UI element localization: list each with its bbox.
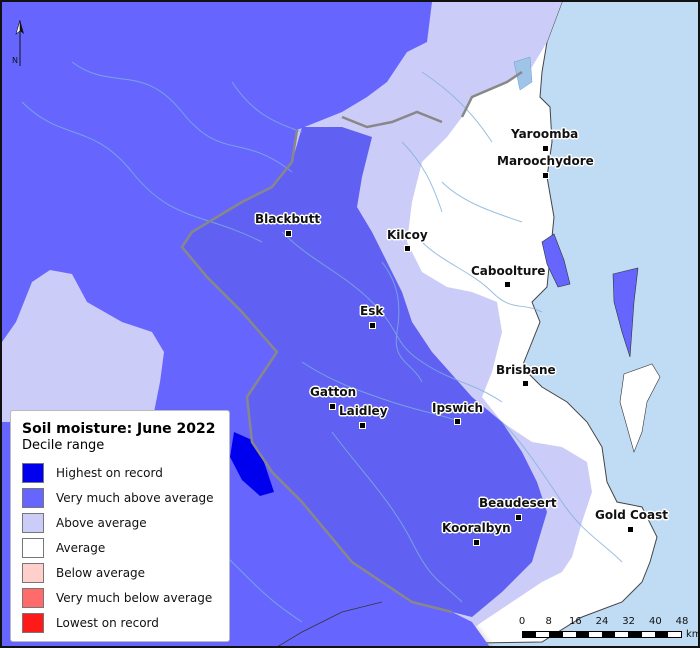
north-label: N: [12, 56, 18, 65]
legend-swatch: [22, 512, 44, 533]
island-very-much-above: [612, 267, 639, 358]
legend-swatch: [22, 487, 44, 508]
town-marker-caboolture: [504, 281, 511, 288]
pumicestone-passage: [541, 233, 571, 288]
legend: Soil moisture: June 2022 Decile range Hi…: [10, 410, 230, 642]
legend-items: Highest on record Very much above average…: [22, 460, 219, 635]
town-label-ipswich: Ipswich: [432, 401, 484, 415]
moreton-island: [619, 363, 661, 453]
town-marker-beaudesert: [515, 514, 522, 521]
scale-tick-label: 0: [518, 616, 526, 627]
town-marker-gold-coast: [627, 526, 634, 533]
town-label-gatton: Gatton: [310, 385, 357, 399]
scale-tick-label: 8: [545, 616, 552, 627]
scale-segment: [615, 632, 629, 637]
town-marker-maroochydore: [542, 172, 549, 179]
scale-segment: [667, 632, 682, 637]
region-above-average-west: [2, 270, 164, 422]
legend-swatch: [22, 537, 44, 558]
legend-item: Highest on record: [22, 460, 219, 485]
town-marker-esk: [369, 322, 376, 329]
legend-item: Very much above average: [22, 485, 219, 510]
scale-tick-label: 32: [622, 616, 636, 627]
scale-segment: [628, 632, 642, 637]
scale-tick-label: 16: [568, 616, 582, 627]
scale-segment: [523, 632, 537, 637]
scale-tick-label: 48: [675, 616, 689, 627]
legend-item: Lowest on record: [22, 610, 219, 635]
town-marker-ipswich: [454, 418, 461, 425]
legend-label: Average: [56, 540, 106, 555]
scale-segment: [575, 632, 589, 637]
legend-item: Above average: [22, 510, 219, 535]
legend-label: Lowest on record: [56, 615, 159, 630]
legend-label: Highest on record: [56, 465, 163, 480]
region-very-much-above-central: [182, 127, 547, 617]
scale-segment: [654, 632, 668, 637]
state-border: [277, 601, 383, 646]
region-highest-on-record: [230, 432, 274, 496]
catchment-boundary: [180, 70, 523, 614]
legend-item: Below average: [22, 560, 219, 585]
town-marker-gatton: [329, 403, 336, 410]
town-label-esk: Esk: [360, 304, 384, 318]
scale-bar-segments: [522, 631, 682, 638]
legend-swatch: [22, 562, 44, 583]
scale-segment: [602, 632, 616, 637]
town-label-blackbutt: Blackbutt: [255, 212, 321, 226]
legend-swatch: [22, 612, 44, 633]
town-marker-blackbutt: [285, 230, 292, 237]
scale-tick-label: 40: [648, 616, 662, 627]
town-label-laidley: Laidley: [339, 404, 388, 418]
town-marker-brisbane: [522, 380, 529, 387]
legend-label: Above average: [56, 515, 147, 530]
town-label-brisbane: Brisbane: [496, 363, 556, 377]
scale-bar: 0 8 16 24 32 40 48 km: [518, 616, 698, 646]
town-label-maroochydore: Maroochydore: [497, 154, 594, 168]
scale-tick-label: 24: [595, 616, 609, 627]
scale-segment: [641, 632, 655, 637]
town-label-gold-coast: Gold Coast: [595, 508, 669, 522]
legend-title: Soil moisture: June 2022: [22, 421, 216, 437]
legend-label: Very much below average: [56, 590, 213, 605]
town-label-caboolture: Caboolture: [471, 264, 546, 278]
north-arrow-icon: [15, 20, 24, 66]
legend-subtitle: Decile range: [22, 438, 105, 453]
town-label-kooralbyn: Kooralbyn: [442, 521, 511, 535]
legend-label: Below average: [56, 565, 146, 580]
legend-item: Average: [22, 535, 219, 560]
town-label-yaroomba: Yaroomba: [511, 127, 579, 141]
town-marker-kooralbyn: [473, 539, 480, 546]
town-label-kilcoy: Kilcoy: [387, 228, 428, 242]
town-marker-yaroomba: [542, 145, 549, 152]
scale-segment: [536, 632, 550, 637]
scale-segment: [588, 632, 603, 637]
legend-swatch: [22, 587, 44, 608]
town-marker-laidley: [359, 422, 366, 429]
legend-item: Very much below average: [22, 585, 219, 610]
town-label-beaudesert: Beaudesert: [479, 496, 557, 510]
legend-label: Very much above average: [56, 490, 214, 505]
scale-segment: [562, 632, 576, 637]
scale-unit: km: [686, 629, 700, 640]
town-marker-kilcoy: [404, 245, 411, 252]
scale-segment: [549, 632, 563, 637]
legend-swatch: [22, 462, 44, 483]
